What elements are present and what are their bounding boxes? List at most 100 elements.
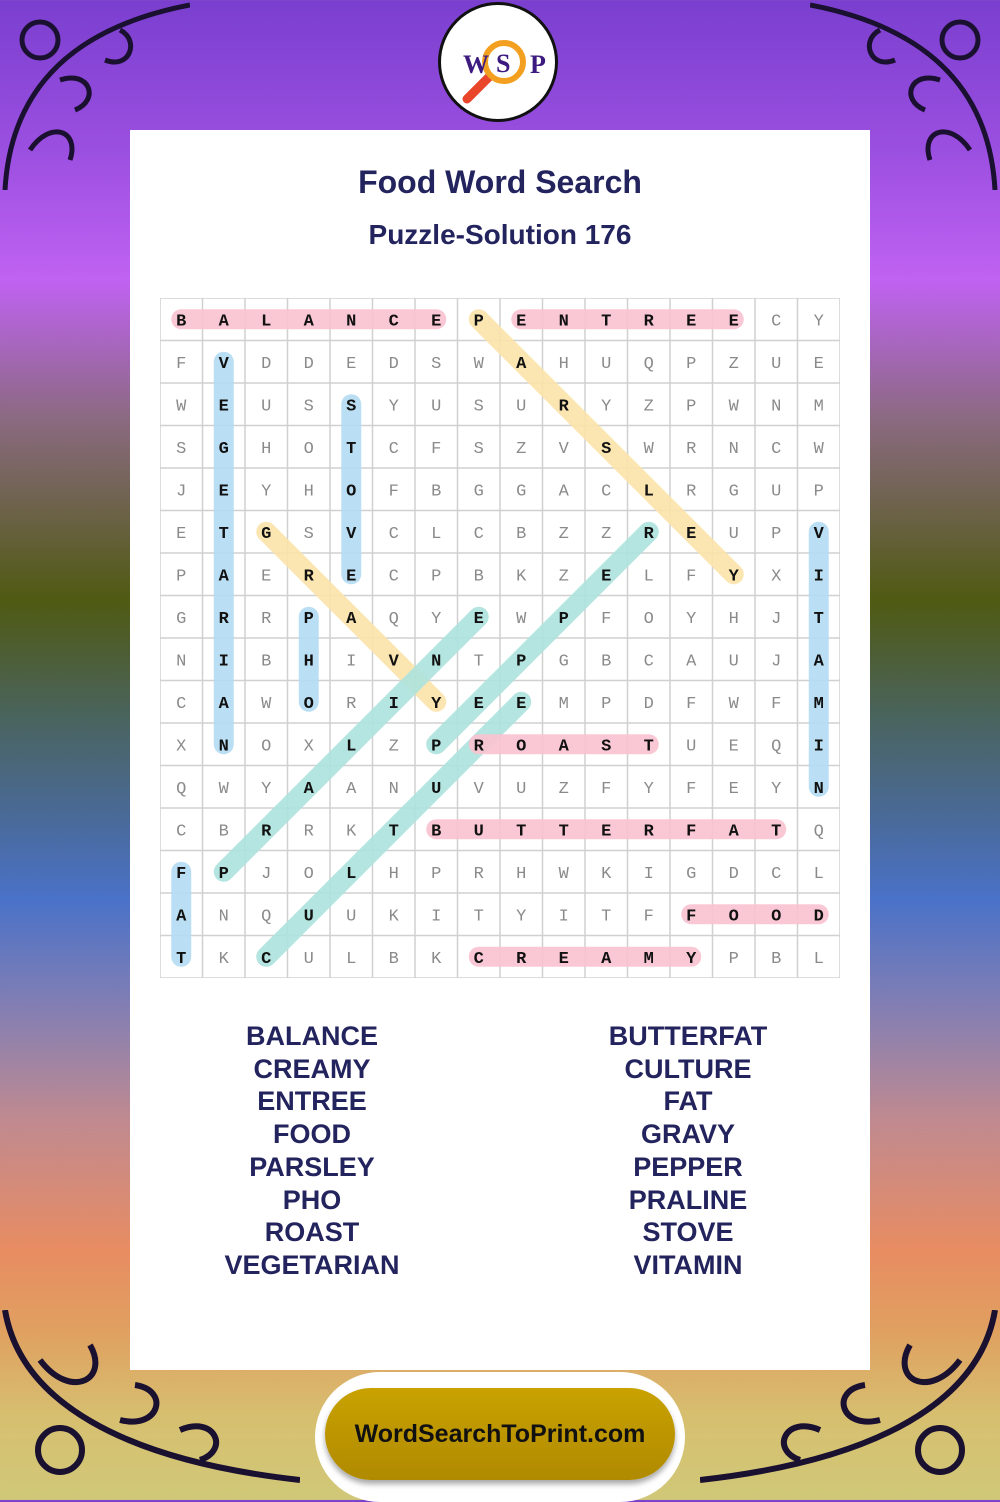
grid-letter[interactable]: Y xyxy=(644,780,654,799)
grid-letter[interactable]: X xyxy=(771,567,781,586)
grid-letter[interactable]: C xyxy=(474,525,484,544)
grid-letter[interactable]: K xyxy=(219,950,230,969)
grid-letter[interactable]: J xyxy=(176,482,186,501)
grid-letter[interactable]: M xyxy=(814,397,824,416)
grid-letter[interactable]: W xyxy=(176,397,187,416)
grid-letter[interactable]: S xyxy=(304,525,314,544)
grid-letter[interactable]: E xyxy=(516,695,526,714)
grid-letter[interactable]: O xyxy=(304,440,314,459)
grid-letter[interactable]: F xyxy=(686,567,696,586)
grid-letter[interactable]: T xyxy=(474,907,484,926)
grid-letter[interactable]: T xyxy=(389,822,399,841)
grid-letter[interactable]: I xyxy=(644,865,654,884)
grid-letter[interactable]: A xyxy=(559,737,570,756)
grid-letter[interactable]: B xyxy=(261,652,271,671)
grid-letter[interactable]: T xyxy=(474,652,484,671)
grid-letter[interactable]: E xyxy=(601,822,611,841)
grid-letter[interactable]: W xyxy=(729,695,740,714)
grid-letter[interactable]: E xyxy=(346,567,356,586)
grid-letter[interactable]: E xyxy=(814,355,824,374)
grid-letter[interactable]: L xyxy=(814,865,824,884)
grid-letter[interactable]: E xyxy=(729,737,739,756)
grid-letter[interactable]: A xyxy=(346,610,357,629)
grid-letter[interactable]: Q xyxy=(814,822,824,841)
grid-letter[interactable]: Z xyxy=(389,737,399,756)
grid-letter[interactable]: A xyxy=(176,907,187,926)
grid-letter[interactable]: Q xyxy=(644,355,654,374)
grid-letter[interactable]: F xyxy=(601,610,611,629)
grid-letter[interactable]: L xyxy=(261,312,271,331)
grid-letter[interactable]: P xyxy=(729,950,739,969)
grid-letter[interactable]: R xyxy=(644,822,655,841)
grid-letter[interactable]: P xyxy=(474,312,484,331)
grid-letter[interactable]: C xyxy=(771,865,781,884)
grid-letter[interactable]: G xyxy=(686,865,696,884)
grid-letter[interactable]: D xyxy=(729,865,739,884)
grid-letter[interactable]: N xyxy=(559,312,569,331)
grid-letter[interactable]: N xyxy=(389,780,399,799)
grid-letter[interactable]: S xyxy=(346,397,356,416)
grid-letter[interactable]: E xyxy=(601,567,611,586)
grid-letter[interactable]: R xyxy=(304,567,315,586)
grid-letter[interactable]: Z xyxy=(601,525,611,544)
grid-letter[interactable]: T xyxy=(644,737,654,756)
grid-letter[interactable]: Y xyxy=(814,312,824,331)
grid-letter[interactable]: F xyxy=(601,780,611,799)
grid-letter[interactable]: V xyxy=(814,525,825,544)
grid-letter[interactable]: Y xyxy=(431,695,442,714)
grid-letter[interactable]: P xyxy=(771,525,781,544)
grid-letter[interactable]: C xyxy=(261,950,271,969)
grid-letter[interactable]: V xyxy=(474,780,485,799)
grid-letter[interactable]: N xyxy=(729,440,739,459)
grid-letter[interactable]: A xyxy=(219,567,230,586)
grid-letter[interactable]: V xyxy=(389,652,400,671)
grid-letter[interactable]: F xyxy=(686,695,696,714)
grid-letter[interactable]: Q xyxy=(771,737,781,756)
grid-letter[interactable]: B xyxy=(474,567,484,586)
grid-letter[interactable]: E xyxy=(261,567,271,586)
grid-letter[interactable]: T xyxy=(559,822,569,841)
grid-letter[interactable]: U xyxy=(686,737,696,756)
grid-letter[interactable]: J xyxy=(771,610,781,629)
grid-letter[interactable]: M xyxy=(559,695,569,714)
grid-letter[interactable]: P xyxy=(431,737,441,756)
grid-letter[interactable]: B xyxy=(771,950,781,969)
grid-letter[interactable]: C xyxy=(771,312,781,331)
grid-letter[interactable]: F xyxy=(686,907,696,926)
grid-letter[interactable]: E xyxy=(516,312,526,331)
grid-letter[interactable]: N xyxy=(346,312,356,331)
grid-letter[interactable]: K xyxy=(601,865,612,884)
grid-letter[interactable]: F xyxy=(771,695,781,714)
grid-letter[interactable]: A xyxy=(516,355,527,374)
grid-letter[interactable]: A xyxy=(729,822,740,841)
grid-letter[interactable]: Y xyxy=(516,907,526,926)
grid-letter[interactable]: Y xyxy=(729,567,740,586)
grid-letter[interactable]: B xyxy=(219,822,229,841)
grid-letter[interactable]: R xyxy=(346,695,356,714)
grid-letter[interactable]: N xyxy=(176,652,186,671)
grid-letter[interactable]: Y xyxy=(261,780,271,799)
grid-letter[interactable]: I xyxy=(346,652,356,671)
grid-letter[interactable]: C xyxy=(389,567,399,586)
grid-letter[interactable]: E xyxy=(686,525,696,544)
grid-letter[interactable]: E xyxy=(219,397,229,416)
grid-letter[interactable]: E xyxy=(729,780,739,799)
grid-letter[interactable]: M xyxy=(644,950,654,969)
grid-letter[interactable]: T xyxy=(219,525,229,544)
grid-letter[interactable]: E xyxy=(729,312,739,331)
grid-letter[interactable]: P xyxy=(431,865,441,884)
grid-letter[interactable]: U xyxy=(474,822,484,841)
grid-letter[interactable]: W xyxy=(644,440,655,459)
grid-letter[interactable]: P xyxy=(559,610,569,629)
grid-letter[interactable]: G xyxy=(176,610,186,629)
grid-letter[interactable]: A xyxy=(559,482,570,501)
grid-letter[interactable]: R xyxy=(261,610,271,629)
grid-letter[interactable]: S xyxy=(601,737,611,756)
grid-letter[interactable]: E xyxy=(474,695,484,714)
grid-letter[interactable]: R xyxy=(644,525,655,544)
grid-letter[interactable]: A xyxy=(219,312,230,331)
grid-letter[interactable]: L xyxy=(346,865,356,884)
grid-letter[interactable]: E xyxy=(686,312,696,331)
grid-letter[interactable]: X xyxy=(176,737,186,756)
grid-letter[interactable]: U xyxy=(304,907,314,926)
